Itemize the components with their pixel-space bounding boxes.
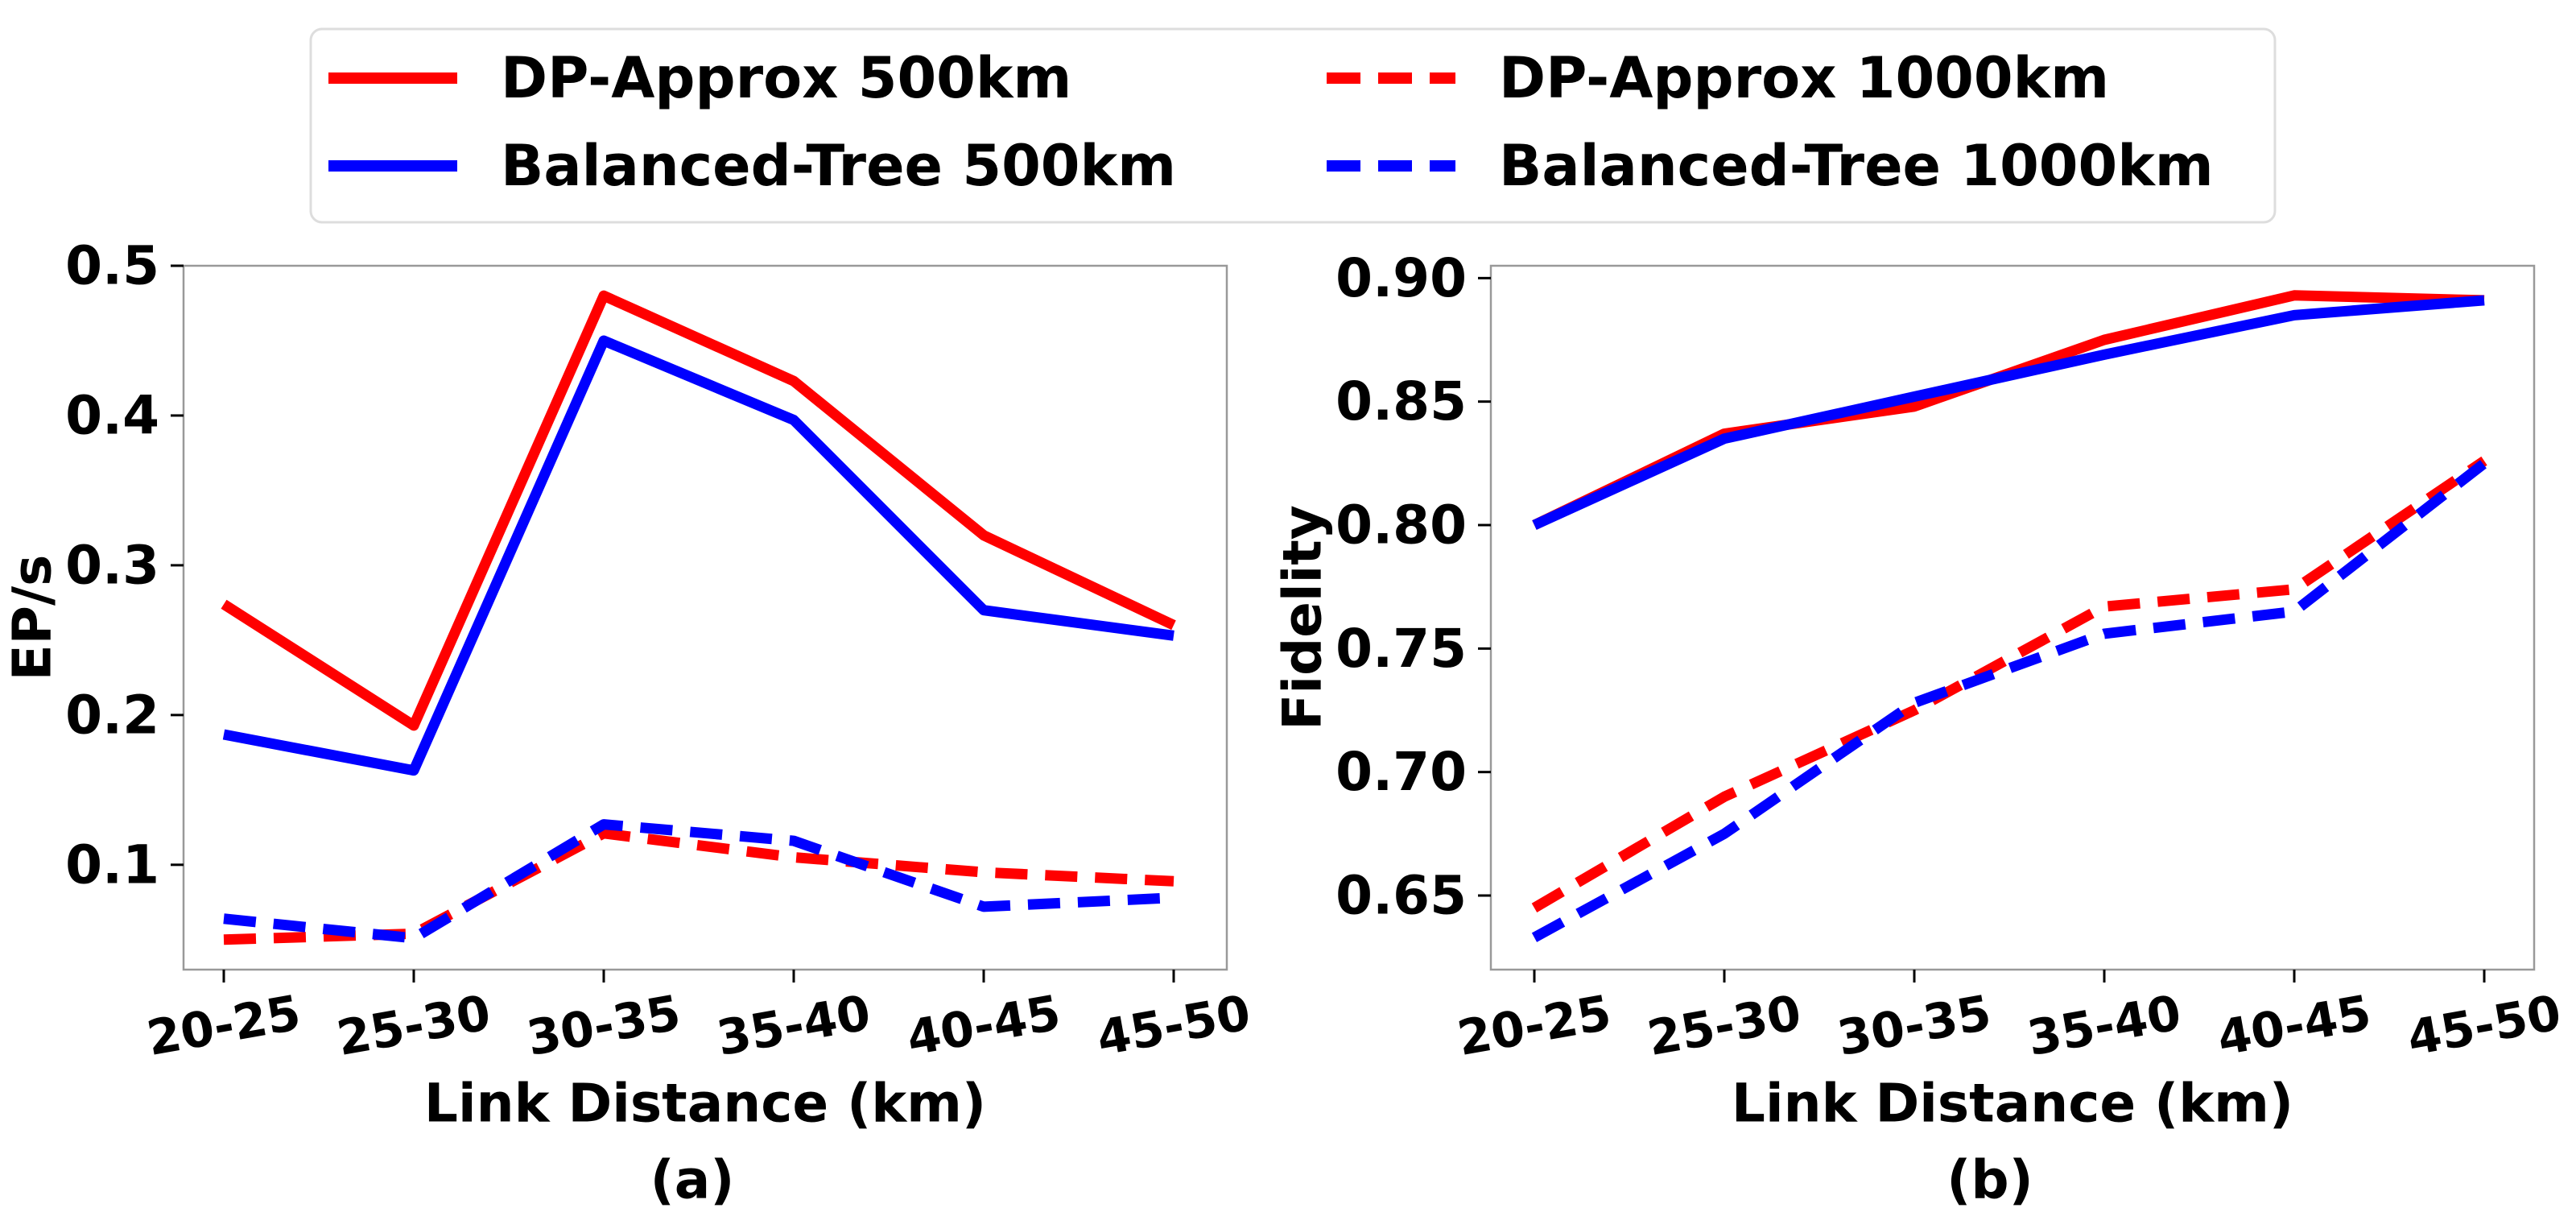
legend-item-3: Balanced-Tree 1000km xyxy=(1327,133,2214,199)
caption-b: (b) xyxy=(1946,1149,2033,1208)
plot-area-a xyxy=(182,264,1228,971)
legend-item-1: DP-Approx 1000km xyxy=(1327,45,2109,111)
y-tick-label: 0.70 xyxy=(1335,741,1467,803)
y-tick-label: 0.1 xyxy=(65,834,159,896)
x-tick-label: 40-45 xyxy=(902,985,1064,1067)
y-ticks-b: 0.65 0.70 0.75 0.80 0.85 0.90 xyxy=(1335,247,1491,927)
x-tick-label: 20-25 xyxy=(142,985,304,1067)
legend-item-2: Balanced-Tree 500km xyxy=(328,133,1176,199)
x-axis-label-b: Link Distance (km) xyxy=(1732,1073,2293,1135)
series-line-balanced-tree-1000km xyxy=(1531,459,2487,942)
series-line-dp-approx-500km xyxy=(1532,290,2485,530)
series-line-balanced-tree-1000km xyxy=(223,819,1174,944)
legend-frame xyxy=(309,27,2277,224)
y-tick-label: 0.80 xyxy=(1335,494,1467,556)
chart-panel-a: 0.1 0.2 0.3 0.4 0.5 20-25 25-30 30-35 35-40 40-4… xyxy=(2,235,1255,1208)
series-layer-a xyxy=(221,290,1176,945)
x-tick-label: 30-35 xyxy=(1833,985,1995,1067)
plot-area-b xyxy=(1489,264,2536,971)
legend-label-2: Balanced-Tree 500km xyxy=(501,133,1176,199)
legend-label-1: DP-Approx 1000km xyxy=(1499,45,2109,111)
series-line-dp-approx-1000km xyxy=(223,828,1174,945)
caption-a: (a) xyxy=(650,1149,735,1208)
y-tick-label: 0.5 xyxy=(65,235,159,297)
legend: DP-Approx 500km DP-Approx 1000km Balance… xyxy=(309,27,2277,224)
legend-item-0: DP-Approx 500km xyxy=(328,45,1071,111)
x-tick-label: 40-45 xyxy=(2213,985,2375,1067)
x-ticks-a: 20-25 25-30 30-35 35-40 40-45 45-50 xyxy=(142,970,1255,1067)
y-tick-label: 0.85 xyxy=(1335,370,1467,432)
y-tick-label: 0.75 xyxy=(1335,618,1467,680)
y-tick-label: 0.90 xyxy=(1335,247,1467,309)
y-tick-label: 0.4 xyxy=(65,384,159,446)
x-axis-label-a: Link Distance (km) xyxy=(424,1073,986,1135)
series-line-dp-approx-1000km xyxy=(1531,456,2487,912)
x-tick-label: 45-50 xyxy=(1092,985,1254,1067)
x-ticks-b: 20-25 25-30 30-35 35-40 40-45 45-50 xyxy=(1453,970,2566,1067)
y-axis-label-a: EP/s xyxy=(2,555,64,681)
legend-label-3: Balanced-Tree 1000km xyxy=(1499,133,2214,199)
x-tick-label: 20-25 xyxy=(1453,985,1615,1067)
series-line-balanced-tree-500km xyxy=(222,335,1174,776)
x-tick-label: 25-30 xyxy=(1643,985,1805,1067)
x-tick-label: 30-35 xyxy=(522,985,684,1067)
y-tick-label: 0.65 xyxy=(1335,865,1467,927)
y-tick-label: 0.2 xyxy=(65,684,159,746)
x-tick-label: 25-30 xyxy=(332,985,494,1067)
y-axis-label-b: Fidelity xyxy=(1272,505,1334,730)
series-line-balanced-tree-500km xyxy=(1532,295,2485,530)
legend-label-0: DP-Approx 500km xyxy=(501,45,1071,111)
y-tick-label: 0.3 xyxy=(65,534,159,596)
y-ticks-a: 0.1 0.2 0.3 0.4 0.5 xyxy=(65,235,184,896)
series-layer-b xyxy=(1531,290,2487,942)
chart-panel-b: 0.65 0.70 0.75 0.80 0.85 0.90 20-25 25-30 30-35… xyxy=(1272,247,2566,1208)
x-tick-label: 45-50 xyxy=(2403,985,2565,1067)
series-line-dp-approx-500km xyxy=(221,290,1176,731)
x-tick-label: 35-40 xyxy=(2023,985,2185,1067)
x-tick-label: 35-40 xyxy=(712,985,874,1067)
